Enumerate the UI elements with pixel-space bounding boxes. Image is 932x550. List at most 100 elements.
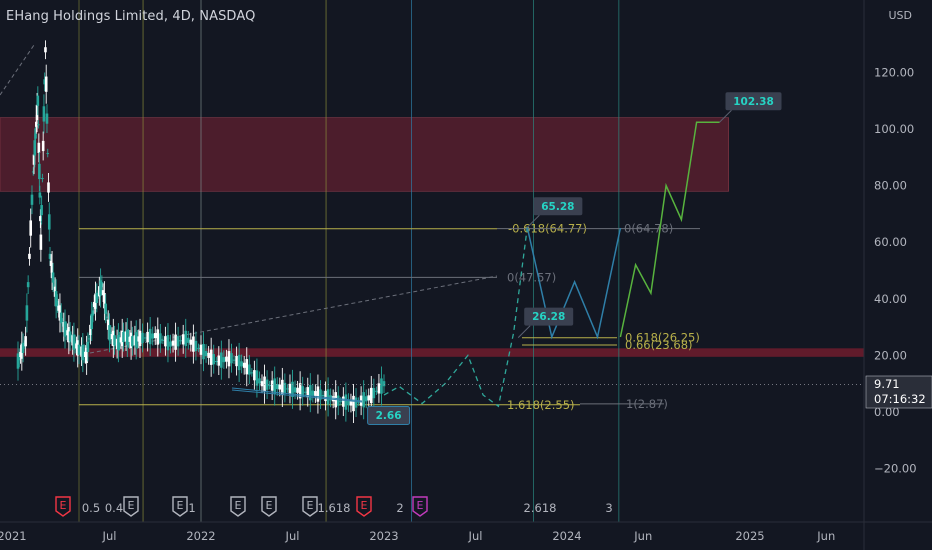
earnings-marker-shape-6 [356, 496, 372, 517]
candle-body-6 [24, 336, 27, 347]
candle-body-143 [227, 351, 231, 367]
earnings-marker-shape-2 [172, 496, 188, 517]
candle-body-43 [56, 300, 59, 307]
candle-body-13 [32, 154, 36, 165]
y-tick-label-3: 60.00 [874, 235, 907, 249]
candle-body-130 [194, 340, 198, 352]
candle-body-152 [250, 372, 254, 374]
candle-body-169 [293, 387, 297, 393]
candle-body-70 [90, 313, 94, 330]
candle-body-193 [354, 397, 358, 408]
candle-body-12 [31, 171, 35, 173]
candle-body-200 [372, 388, 376, 399]
candle-body-88 [113, 335, 116, 346]
candle-body-150 [245, 359, 249, 375]
candle-body-158 [265, 379, 269, 390]
earnings-marker-label-6: E [361, 499, 368, 512]
candle-body-10 [29, 220, 33, 236]
candle-body-18 [36, 95, 40, 106]
candle-body-9 [28, 253, 31, 259]
earnings-marker-label-5: E [307, 499, 314, 512]
candle-body-78 [100, 282, 104, 288]
candle-body-120 [169, 341, 172, 347]
candle-body-15 [34, 133, 37, 139]
supply-zone [0, 117, 729, 192]
candle-body-81 [104, 303, 107, 314]
time-fib-label-3: 1.618 [318, 501, 351, 515]
candle-body-1 [17, 355, 21, 361]
time-fib-label-2: 1 [188, 501, 195, 515]
earnings-marker-3: E [230, 496, 246, 517]
callout-pointer-2 [517, 325, 531, 338]
x-tick-label-7: Jun [633, 529, 652, 543]
candle-body-14 [33, 140, 37, 156]
candle-body-53 [68, 331, 72, 342]
candle-body-126 [184, 330, 188, 347]
x-tick-label-8: 2025 [735, 529, 764, 543]
callout-pointer-0 [719, 109, 732, 123]
candle-body-119 [166, 335, 170, 351]
trendline-mid [89, 275, 498, 354]
earnings-marker-1: E [123, 496, 139, 517]
candle-body-191 [349, 400, 353, 406]
time-fib-label-1: 0.4 [105, 501, 123, 515]
fib-label-4: 0.66(23.68) [625, 338, 693, 352]
x-tick-label-3: Jul [285, 529, 300, 543]
candle-body-184 [331, 396, 335, 402]
candle-body-124 [179, 340, 182, 342]
callout-pointer-1 [526, 214, 540, 228]
earnings-marker-label-0: E [60, 499, 67, 512]
fib-label-1: 0(64.78) [624, 222, 673, 236]
candle-body-110 [143, 337, 147, 339]
support-band [0, 348, 864, 357]
candle-body-128 [189, 339, 193, 345]
candle-body-35 [47, 214, 51, 230]
channel-line-bottom [231, 389, 363, 403]
y-tick-label-6: 0.00 [874, 405, 900, 419]
earnings-marker-5: E [302, 496, 318, 517]
candle-body-153 [253, 370, 256, 381]
candle-body-108 [138, 330, 142, 347]
candle-body-30 [44, 47, 47, 53]
candle-body-26 [41, 178, 44, 180]
candle-body-115 [156, 329, 160, 345]
candle-body-190 [347, 400, 350, 406]
chart-title: EHang Holdings Limited, 4D, NASDAQ [6, 9, 256, 24]
projection-dashed [383, 227, 528, 408]
candle-body-34 [47, 182, 50, 193]
candle-body-125 [181, 334, 185, 345]
candle-body-80 [103, 293, 106, 309]
currency-label: USD [888, 9, 912, 22]
time-fib-label-0: 0.5 [82, 501, 100, 515]
earnings-marker-label-4: E [266, 499, 273, 512]
candle-body-42 [54, 291, 58, 307]
candle-body-127 [186, 337, 190, 343]
candle-body-66 [85, 347, 88, 364]
candle-body-140 [220, 352, 223, 368]
y-tick-label-1: 100.00 [874, 122, 914, 136]
x-tick-label-1: Jul [102, 529, 117, 543]
x-tick-label-5: Jul [468, 529, 483, 543]
candle-body-148 [240, 361, 243, 367]
candle-body-109 [141, 332, 144, 344]
candle-body-4 [21, 342, 25, 353]
candle-body-179 [319, 389, 322, 400]
candle-body-149 [242, 362, 246, 368]
earnings-marker-label-2: E [177, 499, 184, 512]
candle-body-199 [369, 387, 373, 404]
callout-box-0 [725, 92, 782, 111]
candle-body-164 [281, 379, 284, 396]
candle-body-181 [324, 390, 327, 402]
candle-body-180 [321, 395, 325, 397]
channel-line-top [231, 387, 363, 402]
fib-label-6: 1(2.87) [626, 397, 668, 411]
candle-body-198 [367, 395, 371, 401]
candle-body-137 [212, 354, 216, 365]
candle-body-121 [171, 340, 175, 346]
earnings-marker-7: E [412, 496, 428, 517]
candle-body-112 [148, 328, 152, 345]
